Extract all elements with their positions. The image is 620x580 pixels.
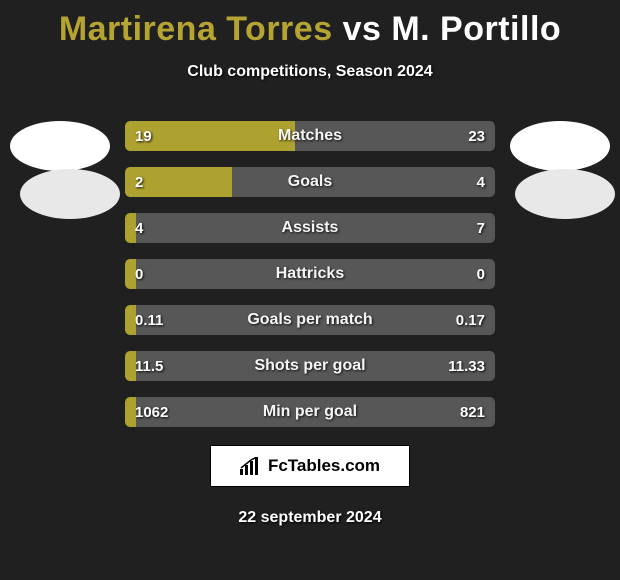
stat-label: Matches	[125, 121, 495, 151]
stat-label: Hattricks	[125, 259, 495, 289]
title-player2: M. Portillo	[391, 10, 561, 48]
stat-label: Assists	[125, 213, 495, 243]
player2-club-placeholder	[515, 169, 615, 219]
chart-icon	[240, 457, 262, 475]
player2-avatar-placeholder	[510, 121, 610, 171]
stat-row: 00Hattricks	[125, 259, 495, 289]
comparison-chart: 1923Matches 24Goals 47Assists 00Hattricks 0.…	[0, 121, 620, 427]
title-player1: Martirena Torres	[59, 10, 333, 48]
stat-row: 1923Matches	[125, 121, 495, 151]
source-logo-text: FcTables.com	[268, 456, 380, 476]
stat-label: Goals per match	[125, 305, 495, 335]
stat-row: 0.110.17Goals per match	[125, 305, 495, 335]
stat-row: 47Assists	[125, 213, 495, 243]
stat-row: 1062821Min per goal	[125, 397, 495, 427]
player1-avatar-placeholder	[10, 121, 110, 171]
title-vs: vs	[343, 10, 382, 48]
stat-row: 24Goals	[125, 167, 495, 197]
subtitle: Club competitions, Season 2024	[0, 63, 620, 81]
stat-label: Goals	[125, 167, 495, 197]
stat-label: Shots per goal	[125, 351, 495, 381]
player1-club-placeholder	[20, 169, 120, 219]
stat-bars: 1923Matches 24Goals 47Assists 00Hattricks 0.…	[125, 121, 495, 427]
stat-row: 11.511.33Shots per goal	[125, 351, 495, 381]
page-title: Martirena Torres vs M. Portillo	[0, 0, 620, 49]
footer-date: 22 september 2024	[0, 509, 620, 527]
source-logo: FcTables.com	[210, 445, 410, 487]
stat-label: Min per goal	[125, 397, 495, 427]
